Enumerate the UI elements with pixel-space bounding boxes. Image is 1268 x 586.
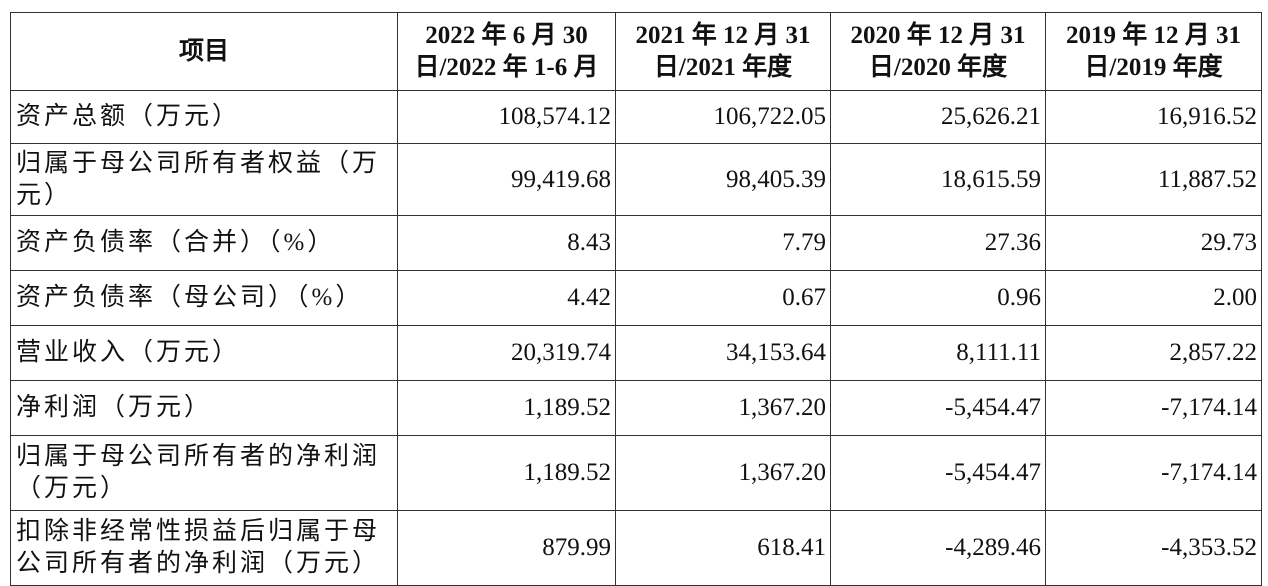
value-cell: -7,174.14: [1045, 435, 1262, 511]
value-cell: 108,574.12: [397, 90, 616, 144]
value-cell: 1,189.52: [397, 380, 616, 436]
value-cell: -7,174.14: [1045, 380, 1262, 436]
value-cell: -5,454.47: [830, 435, 1046, 511]
value-cell: 11,887.52: [1045, 143, 1262, 216]
header-line: 日/2021 年度: [653, 53, 793, 81]
row-label: 归属于母公司所有者的净利润 （万元）: [10, 435, 398, 511]
data-row: 营业收入（万元） 20,319.74 34,153.64 8,111.11 2,857.…: [10, 325, 1262, 381]
label-line: 资产负债率（合并）（%）: [16, 229, 336, 256]
data-row: 资产总额（万元） 108,574.12 106,722.05 25,626.21 16,…: [10, 90, 1262, 144]
header-line: 2020 年 12 月 31: [850, 21, 1026, 49]
value-cell: 34,153.64: [615, 325, 831, 381]
value-cell: 98,405.39: [615, 143, 831, 216]
header-line: 日/2022 年 1-6 月: [414, 53, 599, 81]
label-line: 净利润（万元）: [16, 394, 213, 421]
value-cell: 27.36: [830, 215, 1046, 271]
data-row: 归属于母公司所有者权益（万 元） 99,419.68 98,405.39 18,615.…: [10, 143, 1262, 216]
value-cell: 29.73: [1045, 215, 1262, 271]
data-row: 扣除非经常性损益后归属于母 公司所有者的净利润（万元） 879.99 618.41 -4…: [10, 510, 1262, 586]
row-label: 净利润（万元）: [10, 380, 398, 436]
label-line: 营业收入（万元）: [16, 339, 241, 366]
header-line: 日/2019 年度: [1084, 53, 1223, 81]
label-line: 归属于母公司所有者的净利润: [16, 443, 381, 470]
header-line: 项目: [178, 37, 229, 65]
value-cell: 25,626.21: [830, 90, 1046, 144]
label-line: 资产负债率（母公司）（%）: [16, 284, 364, 311]
label-line: 归属于母公司所有者权益（万: [16, 149, 381, 177]
value-cell: 4.42: [397, 270, 616, 326]
data-row: 资产负债率（母公司）（%） 4.42 0.67 0.96 2.00: [10, 270, 1262, 326]
header-line: 日/2020 年度: [868, 53, 1008, 81]
label-line: 元）: [16, 181, 73, 209]
value-cell: 8.43: [397, 215, 616, 271]
value-cell: 18,615.59: [830, 143, 1046, 216]
value-cell: -5,454.47: [830, 380, 1046, 436]
value-cell: -4,353.52: [1045, 510, 1262, 586]
value-cell: 16,916.52: [1045, 90, 1262, 144]
header-line: 2021 年 12 月 31: [635, 21, 811, 49]
value-cell: 2.00: [1045, 270, 1262, 326]
value-cell: 20,319.74: [397, 325, 616, 381]
value-cell: 7.79: [615, 215, 831, 271]
header-cell: 2021 年 12 月 31 日/2021 年度: [615, 12, 831, 91]
value-cell: 879.99: [397, 510, 616, 586]
header-cell: 2022 年 6 月 30 日/2022 年 1-6 月: [397, 12, 616, 91]
value-cell: 8,111.11: [830, 325, 1046, 381]
financial-table: 项目 2022 年 6 月 30 日/2022 年 1-6 月 2021 年 12 月…: [10, 12, 1262, 586]
row-label: 资产总额（万元）: [10, 90, 398, 144]
header-line: 2019 年 12 月 31: [1065, 21, 1241, 49]
header-line: 2022 年 6 月 30: [425, 21, 588, 49]
header-row: 项目 2022 年 6 月 30 日/2022 年 1-6 月 2021 年 12 月…: [10, 12, 1262, 91]
value-cell: 1,367.20: [615, 435, 831, 511]
value-cell: 1,189.52: [397, 435, 616, 511]
label-line: 公司所有者的净利润（万元）: [16, 550, 381, 577]
value-cell: 106,722.05: [615, 90, 831, 144]
row-label: 归属于母公司所有者权益（万 元）: [10, 143, 398, 216]
value-cell: 2,857.22: [1045, 325, 1262, 381]
row-label: 营业收入（万元）: [10, 325, 398, 381]
label-line: 资产总额（万元）: [16, 103, 241, 130]
header-cell: 项目: [10, 12, 398, 91]
data-row: 归属于母公司所有者的净利润 （万元） 1,189.52 1,367.20 -5,454.…: [10, 435, 1262, 511]
data-row: 资产负债率（合并）（%） 8.43 7.79 27.36 29.73: [10, 215, 1262, 271]
value-cell: 0.67: [615, 270, 831, 326]
value-cell: -4,289.46: [830, 510, 1046, 586]
label-line: （万元）: [16, 475, 129, 502]
data-row: 净利润（万元） 1,189.52 1,367.20 -5,454.47 -7,174.1…: [10, 380, 1262, 436]
value-cell: 99,419.68: [397, 143, 616, 216]
row-label: 扣除非经常性损益后归属于母 公司所有者的净利润（万元）: [10, 510, 398, 586]
row-label: 资产负债率（母公司）（%）: [10, 270, 398, 326]
row-label: 资产负债率（合并）（%）: [10, 215, 398, 271]
label-line: 扣除非经常性损益后归属于母: [16, 518, 381, 545]
value-cell: 0.96: [830, 270, 1046, 326]
header-cell: 2019 年 12 月 31 日/2019 年度: [1045, 12, 1262, 91]
value-cell: 618.41: [615, 510, 831, 586]
header-cell: 2020 年 12 月 31 日/2020 年度: [830, 12, 1046, 91]
value-cell: 1,367.20: [615, 380, 831, 436]
